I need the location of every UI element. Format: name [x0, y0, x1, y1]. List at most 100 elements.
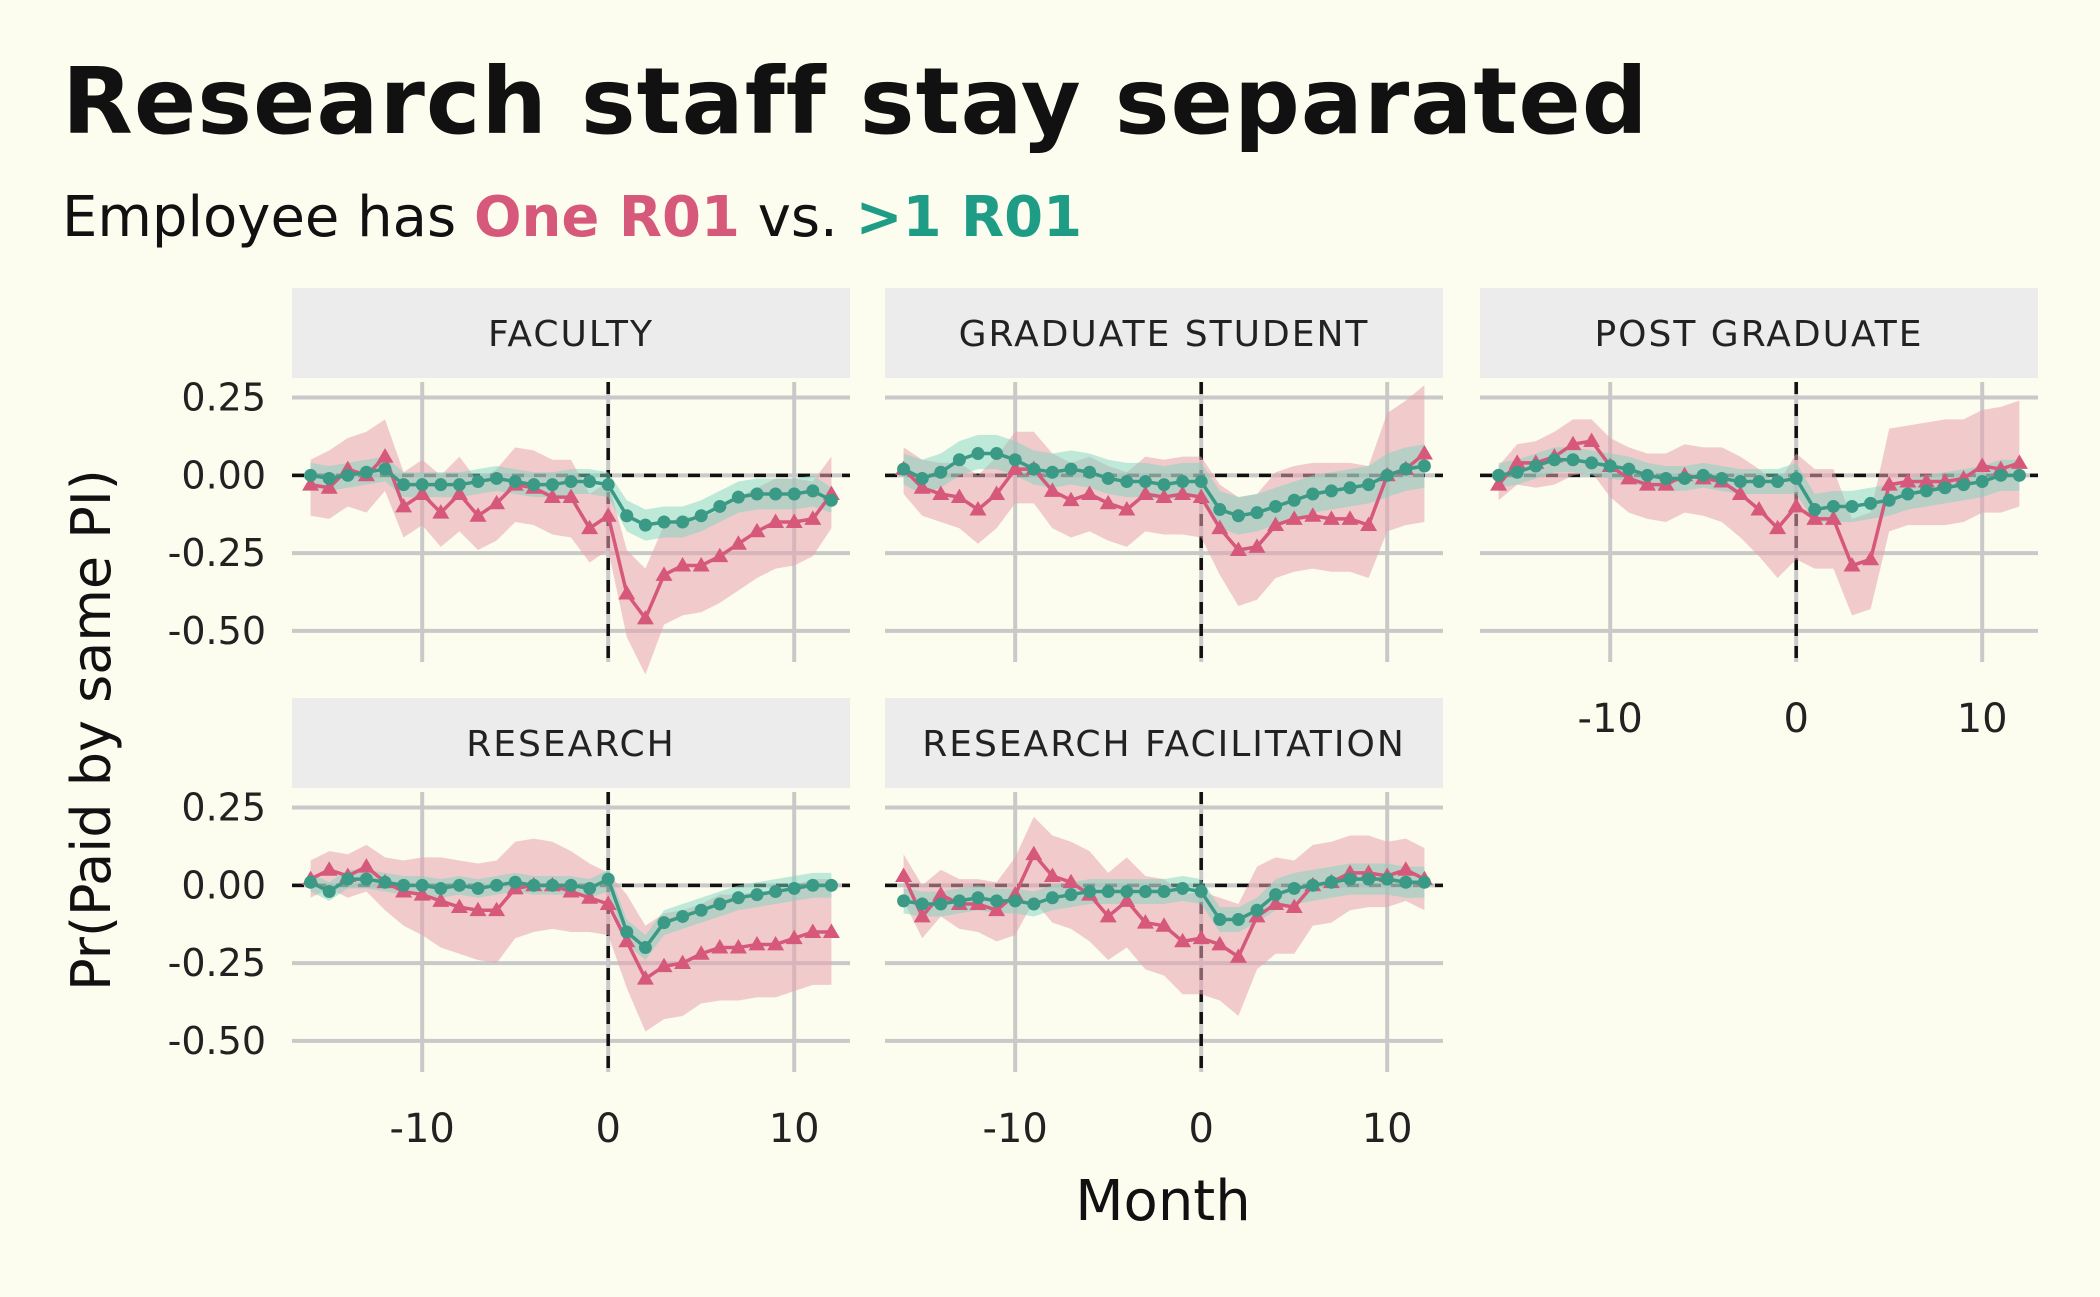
data-point-multi-r01: [1566, 453, 1580, 467]
data-point-one-r01: [1322, 510, 1340, 525]
data-point-multi-r01: [769, 487, 783, 501]
data-point-multi-r01: [1343, 481, 1357, 495]
facet-label: POST GRADUATE: [1594, 314, 1923, 355]
data-point-multi-r01: [452, 478, 466, 492]
data-point-multi-r01: [359, 465, 373, 479]
y-tick-label: -0.25: [168, 531, 266, 575]
data-point-one-r01: [655, 566, 673, 581]
data-point-one-r01: [1118, 892, 1136, 907]
data-point-multi-r01: [1176, 881, 1190, 895]
facet-strip: [1480, 288, 2038, 378]
data-point-one-r01: [1583, 432, 1601, 448]
data-point-multi-r01: [1957, 478, 1971, 492]
y-tick-label: 0.00: [181, 863, 266, 907]
data-point-one-r01: [1081, 485, 1099, 500]
facet-panel-4: RESEARCH FACILITATION -10 0 10: [885, 698, 1443, 1152]
data-point-multi-r01: [1250, 506, 1264, 520]
data-point-one-r01: [450, 485, 468, 500]
data-point-multi-r01: [1250, 903, 1264, 917]
data-point-multi-r01: [583, 881, 597, 895]
data-point-one-r01: [636, 970, 654, 985]
data-point-multi-r01: [676, 515, 690, 529]
data-point-one-r01: [1917, 473, 1935, 488]
data-point-multi-r01: [1603, 459, 1617, 473]
data-point-multi-r01: [1529, 459, 1543, 473]
data-point-one-r01: [618, 585, 636, 600]
data-point-one-r01: [413, 485, 431, 500]
data-point-multi-r01: [341, 468, 355, 482]
data-point-multi-r01: [1008, 894, 1022, 908]
data-point-one-r01: [1285, 510, 1303, 525]
data-point-one-r01: [1508, 454, 1526, 469]
chart-title: Research staff stay separated: [62, 48, 1649, 155]
data-point-one-r01: [320, 479, 338, 494]
data-point-multi-r01: [787, 487, 801, 501]
data-point-multi-r01: [508, 875, 522, 889]
data-point-one-r01: [1731, 485, 1749, 500]
subtitle-middle: vs.: [739, 185, 856, 250]
data-point-one-r01: [1341, 510, 1359, 525]
data-point-multi-r01: [1510, 465, 1524, 479]
data-point-one-r01: [1880, 476, 1898, 491]
data-point-one-r01: [1769, 519, 1787, 535]
data-point-one-r01: [895, 867, 913, 882]
x-tick-label: 10: [769, 1106, 820, 1152]
data-point-multi-r01: [341, 872, 355, 886]
data-point-one-r01: [1174, 932, 1192, 948]
data-point-one-r01: [1062, 873, 1080, 889]
facet-label: GRADUATE STUDENT: [959, 314, 1370, 355]
data-point-multi-r01: [990, 447, 1004, 461]
data-point-one-r01: [1118, 501, 1136, 516]
data-point-multi-r01: [1176, 475, 1190, 489]
facet-strip: [292, 698, 850, 788]
data-point-multi-r01: [1808, 503, 1822, 517]
data-point-multi-r01: [1213, 503, 1227, 517]
y-tick-label: 0.25: [181, 376, 266, 420]
data-point-one-r01: [1248, 538, 1266, 553]
data-point-one-r01: [320, 861, 338, 876]
data-point-one-r01: [969, 501, 987, 516]
y-axis-title: Pr(Paid by same PI): [60, 469, 123, 991]
data-point-one-r01: [804, 923, 822, 938]
facet-label: FACULTY: [488, 314, 654, 355]
data-point-multi-r01: [434, 478, 448, 492]
data-point-multi-r01: [1194, 475, 1208, 489]
data-point-multi-r01: [359, 872, 373, 886]
data-point-multi-r01: [1362, 872, 1376, 886]
data-point-multi-r01: [915, 897, 929, 911]
data-point-multi-r01: [1659, 471, 1673, 485]
data-point-one-r01: [932, 485, 950, 500]
data-point-multi-r01: [1064, 888, 1078, 902]
facet-label: RESEARCH: [466, 724, 675, 765]
x-tick-label: 0: [1188, 1106, 1213, 1152]
data-point-multi-r01: [1157, 885, 1171, 899]
data-point-one-r01: [1025, 845, 1043, 861]
data-point-one-r01: [302, 476, 320, 491]
data-point-multi-r01: [787, 881, 801, 895]
data-point-multi-r01: [527, 478, 541, 492]
data-point-multi-r01: [322, 885, 336, 899]
data-point-multi-r01: [1045, 465, 1059, 479]
data-point-one-r01: [1211, 519, 1229, 535]
data-point-multi-r01: [564, 475, 578, 489]
data-point-multi-r01: [620, 925, 634, 939]
data-point-multi-r01: [1324, 875, 1338, 889]
data-point-multi-r01: [1101, 885, 1115, 899]
data-point-one-r01: [1155, 488, 1173, 504]
data-point-one-r01: [674, 557, 692, 572]
facet-panel-3: RESEARCH 0.25 0.00 -0.25 -0.50 -10 0 10: [168, 698, 850, 1152]
data-point-multi-r01: [1101, 471, 1115, 485]
data-point-multi-r01: [1213, 913, 1227, 927]
facet-panel-1: GRADUATE STUDENT: [885, 288, 1443, 662]
data-point-one-r01: [785, 513, 803, 528]
data-point-multi-r01: [378, 462, 392, 476]
data-point-one-r01: [1360, 516, 1378, 532]
data-point-multi-r01: [713, 897, 727, 911]
data-point-multi-r01: [638, 941, 652, 955]
data-point-one-r01: [581, 889, 599, 904]
data-point-multi-r01: [1157, 478, 1171, 492]
data-point-one-r01: [1564, 435, 1582, 451]
y-tick-label: -0.50: [168, 1019, 266, 1063]
data-point-multi-r01: [1417, 459, 1431, 473]
data-point-multi-r01: [1306, 878, 1320, 892]
